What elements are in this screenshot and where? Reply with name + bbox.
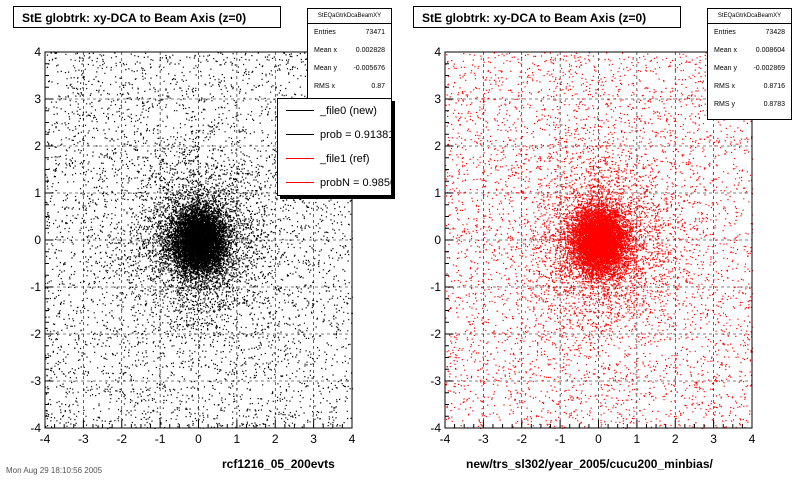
stats-label: Entries — [714, 29, 736, 36]
right-points — [445, 52, 754, 430]
right-stats-row-entries: Entries 73428 — [708, 24, 791, 42]
stats-value: 73471 — [365, 29, 385, 36]
x-tick-label: -2 — [516, 432, 527, 446]
left-stats-row-entries: Entries 73471 — [308, 24, 391, 42]
legend-entry-prob: prob = 0.913817 — [278, 123, 391, 147]
legend-entry-file1: _file1 (ref) — [278, 147, 391, 171]
stats-value: -0.002869 — [753, 65, 785, 72]
right-stats-row-rms-x: RMS x 0.8716 — [708, 78, 791, 96]
right-plot-title: StE globtrk: xy-DCA to Beam Axis (z=0) — [413, 6, 681, 28]
left-points — [45, 52, 354, 430]
y-tick-label: -1 — [430, 280, 441, 294]
right-x-axis-label: new/trs_sl302/year_2005/cucu200_minbias/ — [466, 457, 713, 471]
plot-border — [444, 51, 753, 429]
y-tick-label: -2 — [430, 327, 441, 341]
legend-label: _file1 (ref) — [320, 153, 370, 165]
left-stats-row-mean-y: Mean y -0.005676 — [308, 60, 391, 78]
y-tick-label: 0 — [34, 233, 41, 247]
y-tick-label: -1 — [30, 280, 41, 294]
legend-entry-probn: probN = 0.985054 — [278, 171, 391, 195]
stats-label: Entries — [314, 29, 336, 36]
x-tick-label: 2 — [272, 432, 279, 446]
scatter-points — [445, 52, 754, 430]
stats-label: Mean y — [714, 65, 737, 72]
y-tick-label: -3 — [430, 374, 441, 388]
footer-timestamp: Mon Aug 29 18:10:56 2005 — [6, 466, 103, 475]
stats-value: 0.87 — [371, 83, 385, 90]
right-stats-title: StEQaGtrkDcaBeamXY — [708, 9, 791, 24]
x-tick-label: -3 — [478, 432, 489, 446]
legend-line-red — [286, 158, 314, 159]
x-tick-label: 3 — [310, 432, 317, 446]
legend-label: prob = 0.913817 — [320, 129, 391, 141]
x-tick-label: -4 — [40, 432, 51, 446]
left-stats-row-rms-x: RMS x 0.87 — [308, 78, 391, 96]
left-scatter-plot: -4-4 -3 -3 -2 -2 -1 -1 0 0 1 1 2 2 3 3 4 4 — [30, 45, 355, 446]
y-tick-label: 1 — [434, 186, 441, 200]
stats-value: 0.008604 — [755, 47, 785, 54]
x-tick-label: -2 — [116, 432, 127, 446]
legend-line-black — [286, 134, 314, 135]
stats-value: 0.8783 — [763, 101, 785, 108]
stats-label: Mean y — [314, 65, 337, 72]
stats-label: Mean x — [714, 47, 737, 54]
legend-label: probN = 0.985054 — [320, 177, 391, 189]
y-tick-label: -3 — [30, 374, 41, 388]
right-axes: -4-4 -3 -3 -2 -2 -1 -1 0 0 1 1 2 2 3 3 4 4 — [430, 45, 755, 446]
right-stats-box: StEQaGtrkDcaBeamXY Entries 73428 Mean x … — [707, 8, 792, 120]
x-tick-label: 0 — [195, 432, 202, 446]
y-tick-label: -4 — [430, 421, 441, 435]
stats-label: RMS x — [714, 83, 735, 90]
left-stats-title: StEQaGtrkDcaBeamXY — [308, 9, 391, 24]
x-tick-label: -1 — [155, 432, 166, 446]
legend-label: _file0 (new) — [320, 105, 377, 117]
y-tick-label: 4 — [434, 45, 441, 59]
x-tick-label: 1 — [234, 432, 241, 446]
y-tick-label: 3 — [34, 92, 41, 106]
right-scatter-plot: -4-4 -3 -3 -2 -2 -1 -1 0 0 1 1 2 2 3 3 4 4 — [430, 45, 755, 446]
right-stats-row-rms-y: RMS y 0.8783 — [708, 96, 791, 114]
right-stats-row-mean-y: Mean y -0.002869 — [708, 60, 791, 78]
stats-label: RMS x — [314, 83, 335, 90]
x-tick-label: 0 — [595, 432, 602, 446]
left-stats-row-mean-x: Mean x 0.002828 — [308, 42, 391, 60]
stats-label: Mean x — [314, 47, 337, 54]
scatter-points — [45, 52, 354, 430]
plot-border — [44, 51, 353, 429]
stats-value: 0.8716 — [763, 83, 785, 90]
x-tick-label: 1 — [634, 432, 641, 446]
x-tick-label: -1 — [555, 432, 566, 446]
stats-value: 0.002828 — [355, 47, 385, 54]
legend-line-red — [286, 182, 314, 183]
right-grid — [445, 52, 752, 428]
x-tick-label: 4 — [349, 432, 356, 446]
y-tick-label: 1 — [34, 186, 41, 200]
stats-value: -0.005676 — [353, 65, 385, 72]
y-tick-label: 0 — [434, 233, 441, 247]
stats-label: RMS y — [714, 101, 735, 108]
right-stats-row-mean-x: Mean x 0.008604 — [708, 42, 791, 60]
legend-box: _file0 (new) prob = 0.913817 _file1 (ref… — [277, 98, 392, 196]
y-tick-label: -4 — [30, 421, 41, 435]
x-tick-label: 3 — [710, 432, 717, 446]
y-tick-label: 4 — [34, 45, 41, 59]
x-tick-label: -3 — [78, 432, 89, 446]
y-tick-label: -2 — [30, 327, 41, 341]
stats-value: 73428 — [765, 29, 785, 36]
x-tick-label: 2 — [672, 432, 679, 446]
left-x-axis-label: rcf1216_05_200evts — [222, 457, 335, 471]
y-tick-label: 3 — [434, 92, 441, 106]
left-plot-title: StE globtrk: xy-DCA to Beam Axis (z=0) — [13, 6, 281, 28]
left-axes: -4-4 -3 -3 -2 -2 -1 -1 0 0 1 1 2 2 3 3 4 4 — [30, 45, 355, 446]
x-tick-label: -4 — [440, 432, 451, 446]
x-tick-label: 4 — [749, 432, 756, 446]
y-tick-label: 2 — [434, 139, 441, 153]
legend-line-black — [286, 110, 314, 111]
legend-entry-file0: _file0 (new) — [278, 99, 391, 123]
y-tick-label: 2 — [34, 139, 41, 153]
